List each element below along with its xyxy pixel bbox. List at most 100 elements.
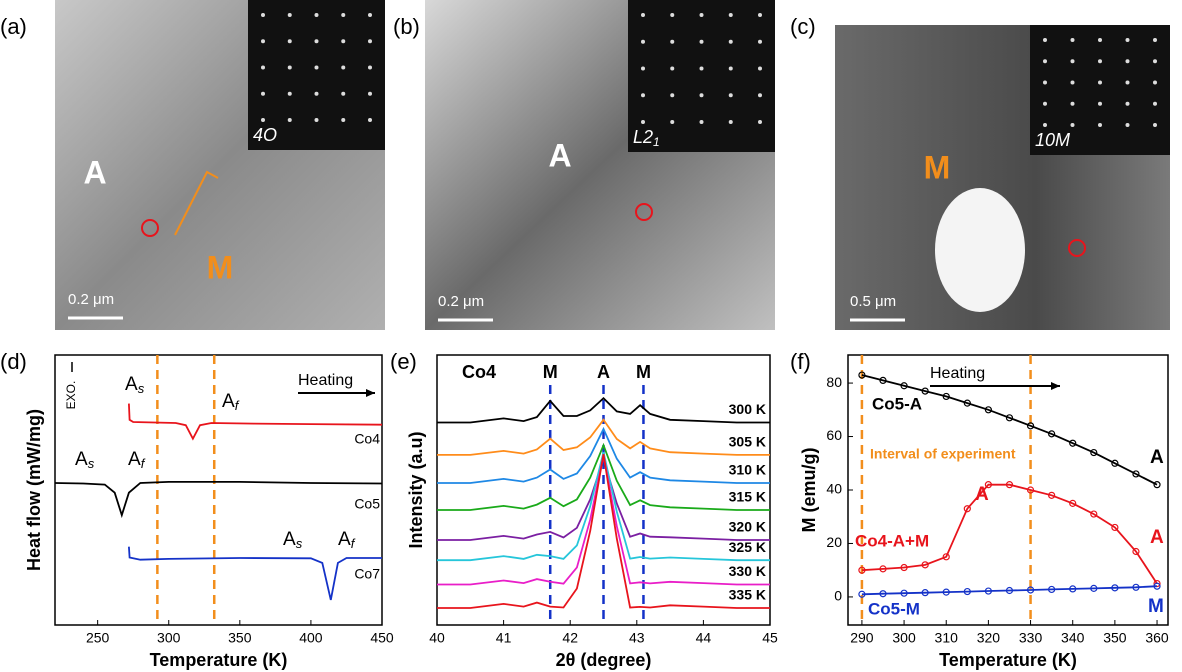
panel-label: (f) xyxy=(790,349,811,374)
data-point xyxy=(1090,510,1098,518)
diffraction-inset xyxy=(1030,25,1170,155)
diffraction-spot xyxy=(1043,38,1047,42)
data-point xyxy=(1132,583,1140,591)
diffraction-spot xyxy=(314,39,319,44)
x-tick-label: 44 xyxy=(696,630,712,646)
x-tick-label: 450 xyxy=(370,630,394,646)
diffraction-spot xyxy=(1098,123,1102,127)
diffraction-spot xyxy=(728,93,733,98)
data-point xyxy=(1048,585,1056,594)
y-tick-label: 40 xyxy=(826,481,842,497)
annotation: Af xyxy=(338,529,356,551)
diffraction-spot xyxy=(1098,80,1102,85)
diffraction-spot xyxy=(699,93,704,98)
series-label: 310 K xyxy=(729,462,766,478)
diffraction-spot xyxy=(1098,101,1102,106)
diffraction-spot xyxy=(670,39,675,44)
diffraction-spot xyxy=(1125,59,1130,64)
data-point xyxy=(1090,584,1098,592)
peak-label: M xyxy=(543,362,558,382)
diffraction-spot xyxy=(1043,59,1047,64)
diffraction-spot xyxy=(287,118,292,122)
series-line xyxy=(437,396,770,424)
diffraction-spot xyxy=(1153,38,1157,42)
diffraction-spot xyxy=(670,120,675,124)
series-label: 330 K xyxy=(729,563,766,579)
data-point xyxy=(1026,422,1035,430)
heating-label: Heating xyxy=(298,372,353,389)
data-point xyxy=(1069,585,1077,593)
diffraction-spot xyxy=(1070,38,1075,42)
panel-label: (a) xyxy=(0,14,27,39)
diffraction-spot xyxy=(1153,101,1157,106)
diffraction-spot xyxy=(1070,101,1075,106)
data-point xyxy=(1111,584,1119,592)
data-point xyxy=(1005,586,1014,595)
series-line xyxy=(861,483,1158,585)
data-point xyxy=(1048,430,1056,438)
series-line xyxy=(861,585,1158,596)
diffraction-spot xyxy=(341,65,346,70)
series-line xyxy=(128,403,383,441)
diffraction-spot xyxy=(261,39,265,44)
data-point xyxy=(858,371,866,379)
diffraction-spot xyxy=(758,66,762,71)
diffraction-spot xyxy=(314,13,319,17)
data-point xyxy=(1153,582,1161,590)
diffraction-spot xyxy=(314,65,319,70)
diffraction-spot xyxy=(699,66,704,71)
phase-label: M xyxy=(207,249,234,285)
series-label: 320 K xyxy=(729,519,766,535)
exo-label: EXO. xyxy=(64,381,78,410)
diffraction-spot xyxy=(261,13,265,17)
series-label: Co5-A xyxy=(872,394,922,413)
annotation: Af xyxy=(128,449,146,471)
arrow-head xyxy=(1051,382,1060,390)
data-point xyxy=(1111,523,1119,532)
data-point xyxy=(900,563,908,572)
diffraction-spot xyxy=(341,13,346,17)
annotation: As xyxy=(283,529,303,551)
inset-text: 10M xyxy=(1035,130,1070,150)
y-tick-label: 80 xyxy=(826,374,842,390)
diffraction-spot xyxy=(261,91,265,96)
x-tick-label: 320 xyxy=(977,630,1001,646)
annotation: A xyxy=(975,484,989,505)
diffraction-spot xyxy=(699,39,704,44)
diffraction-spot xyxy=(287,13,292,17)
data-point xyxy=(1153,481,1161,489)
data-point xyxy=(1026,486,1035,494)
x-tick-label: 43 xyxy=(629,630,645,646)
data-point xyxy=(900,382,908,390)
x-tick-label: 300 xyxy=(157,630,181,646)
annotation: As xyxy=(75,449,95,471)
bracket xyxy=(174,170,219,236)
annotation: M xyxy=(1148,596,1164,617)
diffraction-spot xyxy=(641,120,645,124)
annotation-sub: s xyxy=(88,456,95,471)
diffraction-spot xyxy=(368,118,372,122)
annotation-text: M xyxy=(1148,596,1164,617)
diffraction-spot xyxy=(1153,80,1157,85)
x-tick-label: 45 xyxy=(762,630,778,646)
y-axis-title: M (emu/g) xyxy=(799,448,819,533)
data-point xyxy=(1048,491,1056,499)
inset-text: L2 xyxy=(633,127,653,147)
diffraction-spot xyxy=(287,91,292,96)
chart-title: Co4 xyxy=(462,362,496,382)
annotation-text: A xyxy=(222,391,235,412)
diffraction-spot xyxy=(670,13,675,17)
annotation-text: A xyxy=(128,449,141,470)
plot-frame xyxy=(436,354,771,626)
series-label: Co5-M xyxy=(868,599,920,618)
data-point xyxy=(963,399,971,407)
series-line xyxy=(437,418,770,456)
inset-text: 4O xyxy=(253,125,277,145)
diffraction-spot xyxy=(261,118,265,122)
x-tick-label: 360 xyxy=(1145,630,1169,646)
diffraction-spot xyxy=(1043,80,1047,85)
diffraction-spot xyxy=(1070,123,1075,127)
panel-label: (c) xyxy=(790,14,816,39)
diffraction-spot xyxy=(368,91,372,96)
